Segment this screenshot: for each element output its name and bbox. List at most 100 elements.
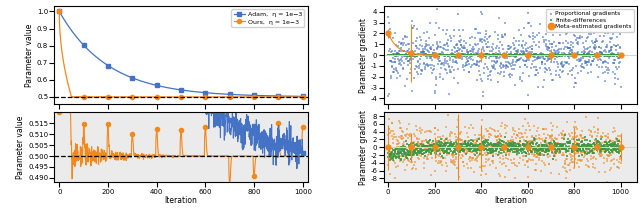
- Point: [415, 149, 426, 153]
- Proportional gradients: [542, 47, 552, 51]
- Point: [496, 149, 506, 152]
- Point: [573, 137, 584, 141]
- Proportional gradients: [505, 63, 515, 66]
- Point: [457, 149, 467, 152]
- Proportional gradients: [412, 37, 422, 40]
- Proportional gradients: [540, 57, 550, 61]
- Proportional gradients: [605, 40, 615, 43]
- Finite-differences: [609, 54, 619, 57]
- Point: [546, 143, 556, 146]
- Finite-differences: [397, 53, 407, 57]
- Finite-differences: [438, 53, 449, 57]
- Finite-differences: [527, 53, 538, 57]
- Point: [584, 142, 595, 145]
- Finite-differences: [441, 53, 451, 57]
- Point: [582, 144, 593, 147]
- Finite-differences: [479, 53, 490, 56]
- Finite-differences: [584, 53, 595, 56]
- Point: [477, 143, 488, 147]
- Point: [469, 143, 479, 147]
- Finite-differences: [540, 54, 550, 57]
- Point: [436, 140, 446, 144]
- Point: [451, 148, 461, 151]
- Point: [593, 147, 603, 151]
- Proportional gradients: [589, 58, 600, 61]
- Point: [581, 150, 591, 154]
- Point: [606, 166, 616, 169]
- Finite-differences: [426, 53, 436, 57]
- Point: [476, 143, 486, 146]
- Point: [561, 148, 571, 151]
- Finite-differences: [390, 53, 401, 56]
- Point: [519, 148, 529, 151]
- Finite-differences: [513, 53, 524, 57]
- Proportional gradients: [400, 85, 410, 88]
- Proportional gradients: [402, 36, 412, 39]
- Finite-differences: [471, 53, 481, 57]
- Proportional gradients: [553, 65, 563, 68]
- Point: [510, 176, 520, 179]
- Proportional gradients: [463, 71, 474, 74]
- Proportional gradients: [483, 67, 493, 71]
- Point: [612, 147, 623, 151]
- Point: [607, 144, 618, 148]
- Finite-differences: [538, 54, 548, 57]
- Proportional gradients: [467, 63, 477, 67]
- Point: [514, 162, 524, 165]
- Finite-differences: [413, 53, 424, 57]
- Point: [385, 156, 396, 159]
- Point: [537, 152, 547, 156]
- Point: [392, 156, 403, 159]
- Point: [595, 146, 605, 149]
- Finite-differences: [569, 53, 579, 57]
- Point: [529, 146, 540, 149]
- Point: [396, 134, 406, 137]
- Point: [508, 144, 518, 148]
- Finite-differences: [580, 54, 590, 57]
- Proportional gradients: [615, 60, 625, 64]
- Proportional gradients: [405, 71, 415, 74]
- Point: [418, 143, 428, 146]
- Point: [468, 144, 478, 148]
- Finite-differences: [387, 53, 397, 57]
- Point: [402, 153, 412, 156]
- Proportional gradients: [398, 44, 408, 47]
- Point: [550, 152, 560, 156]
- Proportional gradients: [565, 47, 575, 50]
- Point: [600, 148, 610, 151]
- Point: [609, 146, 620, 150]
- Point: [543, 146, 554, 149]
- Proportional gradients: [509, 47, 519, 50]
- Finite-differences: [541, 54, 552, 58]
- Proportional gradients: [521, 49, 531, 53]
- Point: [394, 121, 404, 124]
- Point: [426, 151, 436, 155]
- Finite-differences: [504, 54, 514, 57]
- Proportional gradients: [488, 42, 498, 45]
- Finite-differences: [429, 54, 439, 57]
- Proportional gradients: [611, 72, 621, 76]
- Point: [434, 148, 444, 151]
- Point: [616, 162, 626, 165]
- Point: [602, 148, 612, 151]
- Finite-differences: [442, 53, 452, 57]
- Point: [414, 137, 424, 141]
- Finite-differences: [599, 53, 609, 57]
- Point: [411, 152, 421, 155]
- Point: [582, 147, 593, 150]
- Finite-differences: [464, 53, 474, 57]
- Point: [433, 149, 443, 152]
- Point: [524, 146, 534, 150]
- Proportional gradients: [597, 66, 607, 69]
- Point: [528, 145, 538, 149]
- Finite-differences: [587, 53, 597, 57]
- Finite-differences: [559, 53, 570, 56]
- Proportional gradients: [489, 66, 499, 69]
- Point: [472, 147, 483, 150]
- Proportional gradients: [538, 52, 548, 56]
- Proportional gradients: [428, 59, 438, 62]
- Finite-differences: [414, 53, 424, 57]
- Proportional gradients: [415, 51, 426, 54]
- Proportional gradients: [417, 69, 428, 73]
- Proportional gradients: [453, 12, 463, 15]
